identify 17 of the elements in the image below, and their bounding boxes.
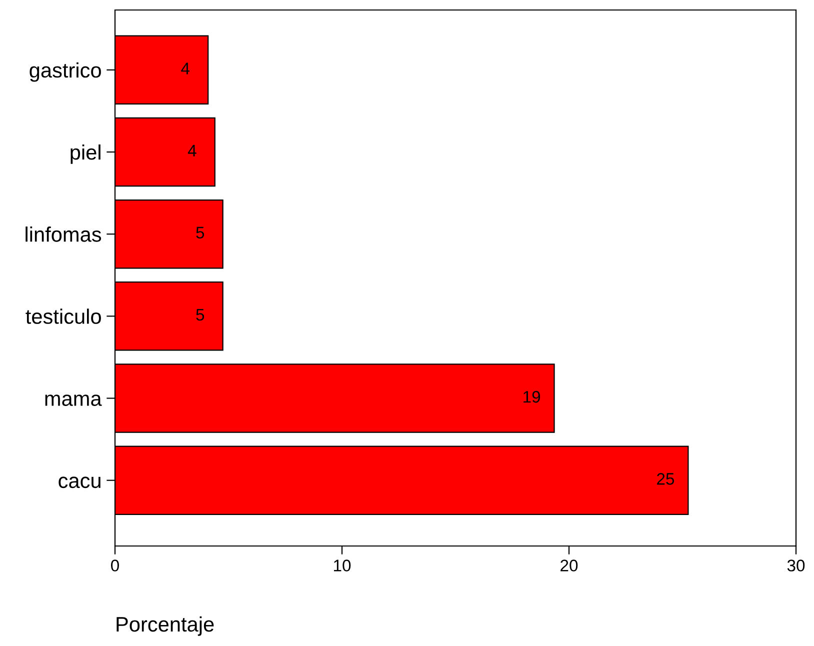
data-label: 25: [657, 473, 674, 485]
x-axis-title: Porcentaje: [116, 616, 214, 636]
data-label: 5: [196, 309, 204, 321]
y-tick-label: testiculo: [26, 308, 101, 324]
x-tick-label: 0: [111, 560, 119, 572]
y-tick-label: cacu: [58, 476, 100, 488]
x-tick-label: 10: [334, 560, 351, 572]
x-tick-label: 30: [787, 560, 805, 572]
data-label: 4: [188, 144, 196, 156]
data-label: 19: [524, 390, 540, 403]
x-tick-label: 20: [560, 560, 578, 572]
y-tick-label: linfomas: [26, 226, 102, 242]
y-tick-label: mama: [45, 394, 102, 406]
data-label: 4: [181, 62, 190, 74]
y-tick-label: gastrico: [30, 62, 101, 82]
data-label: 5: [196, 226, 204, 239]
y-tick-label: piel: [70, 144, 100, 164]
